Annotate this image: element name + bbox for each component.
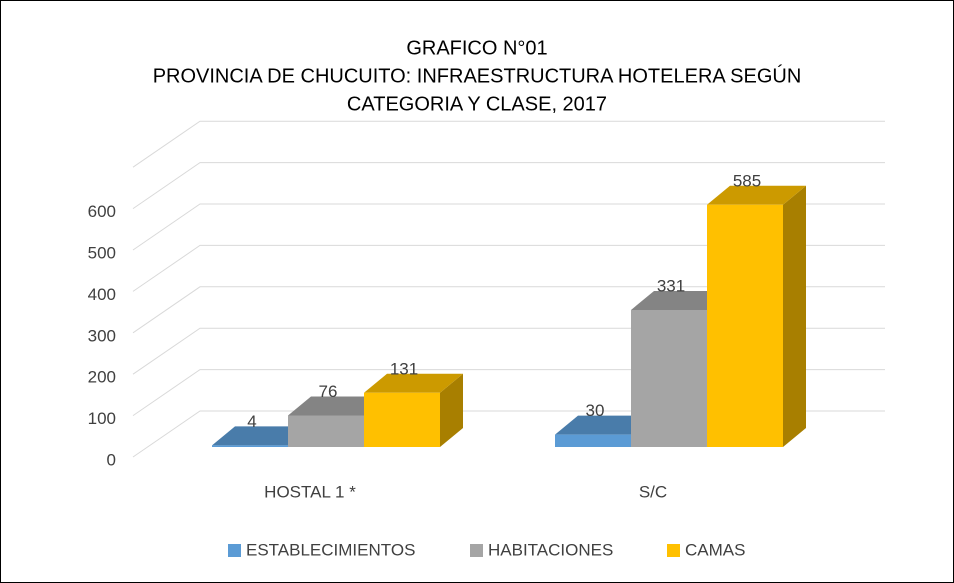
x-tick-label: HOSTAL 1 * — [264, 482, 356, 501]
bar-face — [440, 373, 463, 447]
value-label: 331 — [657, 276, 685, 295]
legend-label: ESTABLECIMIENTOS — [246, 540, 415, 559]
grid-line — [132, 162, 885, 210]
y-tick-label: 200 — [88, 368, 116, 387]
bar-face — [783, 185, 806, 447]
y-tick-label: 500 — [88, 243, 116, 262]
bar-face — [631, 309, 707, 447]
value-label: 4 — [247, 412, 256, 431]
value-label: 131 — [390, 359, 418, 378]
legend-swatch — [667, 544, 680, 557]
chart-title: CATEGORIA Y CLASE, 2017 — [347, 93, 607, 115]
bar-face — [364, 373, 463, 393]
bar-face — [288, 396, 387, 416]
bar-face — [212, 426, 311, 446]
bar-face — [631, 290, 730, 310]
bar — [364, 373, 463, 447]
bar-face — [707, 204, 783, 447]
grid-line — [132, 244, 885, 292]
bar-face — [288, 415, 364, 447]
chart-title: GRAFICO N°01 — [406, 37, 547, 59]
y-tick-label: 300 — [88, 326, 116, 345]
grid-line — [132, 120, 885, 168]
y-tick-label: 400 — [88, 285, 116, 304]
grid-line — [132, 203, 885, 251]
bar-face — [212, 445, 288, 447]
legend-swatch — [228, 544, 241, 557]
legend-label: HABITACIONES — [488, 540, 613, 559]
value-label: 76 — [319, 382, 338, 401]
y-tick-label: 100 — [88, 409, 116, 428]
value-label: 30 — [586, 401, 605, 420]
value-label: 585 — [733, 171, 761, 190]
legend-swatch — [470, 544, 483, 557]
grid-line — [132, 286, 885, 334]
legend-label: CAMAS — [685, 540, 745, 559]
bar-face — [707, 185, 806, 205]
y-tick-label: 600 — [88, 202, 116, 221]
bar — [707, 185, 806, 447]
bar-face — [555, 434, 631, 447]
bar-face — [364, 392, 440, 447]
bar-face — [555, 415, 654, 435]
x-tick-label: S/C — [639, 482, 667, 501]
chart-title: PROVINCIA DE CHUCUITO: INFRAESTRUCTURA H… — [153, 64, 802, 87]
y-tick-label: 0 — [107, 450, 116, 469]
